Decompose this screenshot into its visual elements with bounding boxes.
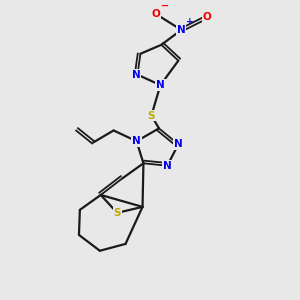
Text: N: N — [156, 80, 165, 90]
Text: N: N — [177, 25, 186, 35]
Text: O: O — [152, 9, 160, 20]
Text: +: + — [187, 17, 194, 26]
Text: S: S — [148, 110, 155, 121]
Text: N: N — [174, 139, 183, 149]
Text: N: N — [132, 136, 141, 146]
Text: −: − — [161, 1, 169, 11]
Text: S: S — [113, 208, 121, 218]
Text: N: N — [132, 70, 140, 80]
Text: O: O — [202, 12, 211, 22]
Text: N: N — [163, 161, 172, 171]
